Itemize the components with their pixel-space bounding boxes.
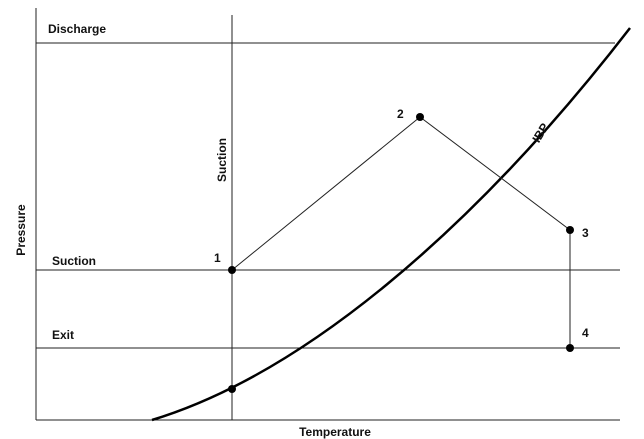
line-label: Exit (52, 328, 74, 342)
ibp-curve (151, 27, 631, 422)
line-label: Discharge (48, 22, 106, 36)
point-label: 1 (214, 251, 221, 265)
curve-label: IBP (529, 121, 551, 145)
point (228, 385, 236, 393)
line-label: Suction (52, 254, 96, 268)
process-path (231, 116, 571, 348)
line-label: Suction (215, 138, 229, 182)
point-label: 4 (582, 326, 589, 340)
point (566, 344, 574, 352)
point (566, 226, 574, 234)
y-axis-label: Pressure (14, 204, 28, 256)
point (416, 113, 424, 121)
x-axis-label: Temperature (299, 425, 371, 439)
point-label: 2 (397, 107, 404, 121)
point-label: 3 (582, 226, 589, 240)
point (228, 266, 236, 274)
